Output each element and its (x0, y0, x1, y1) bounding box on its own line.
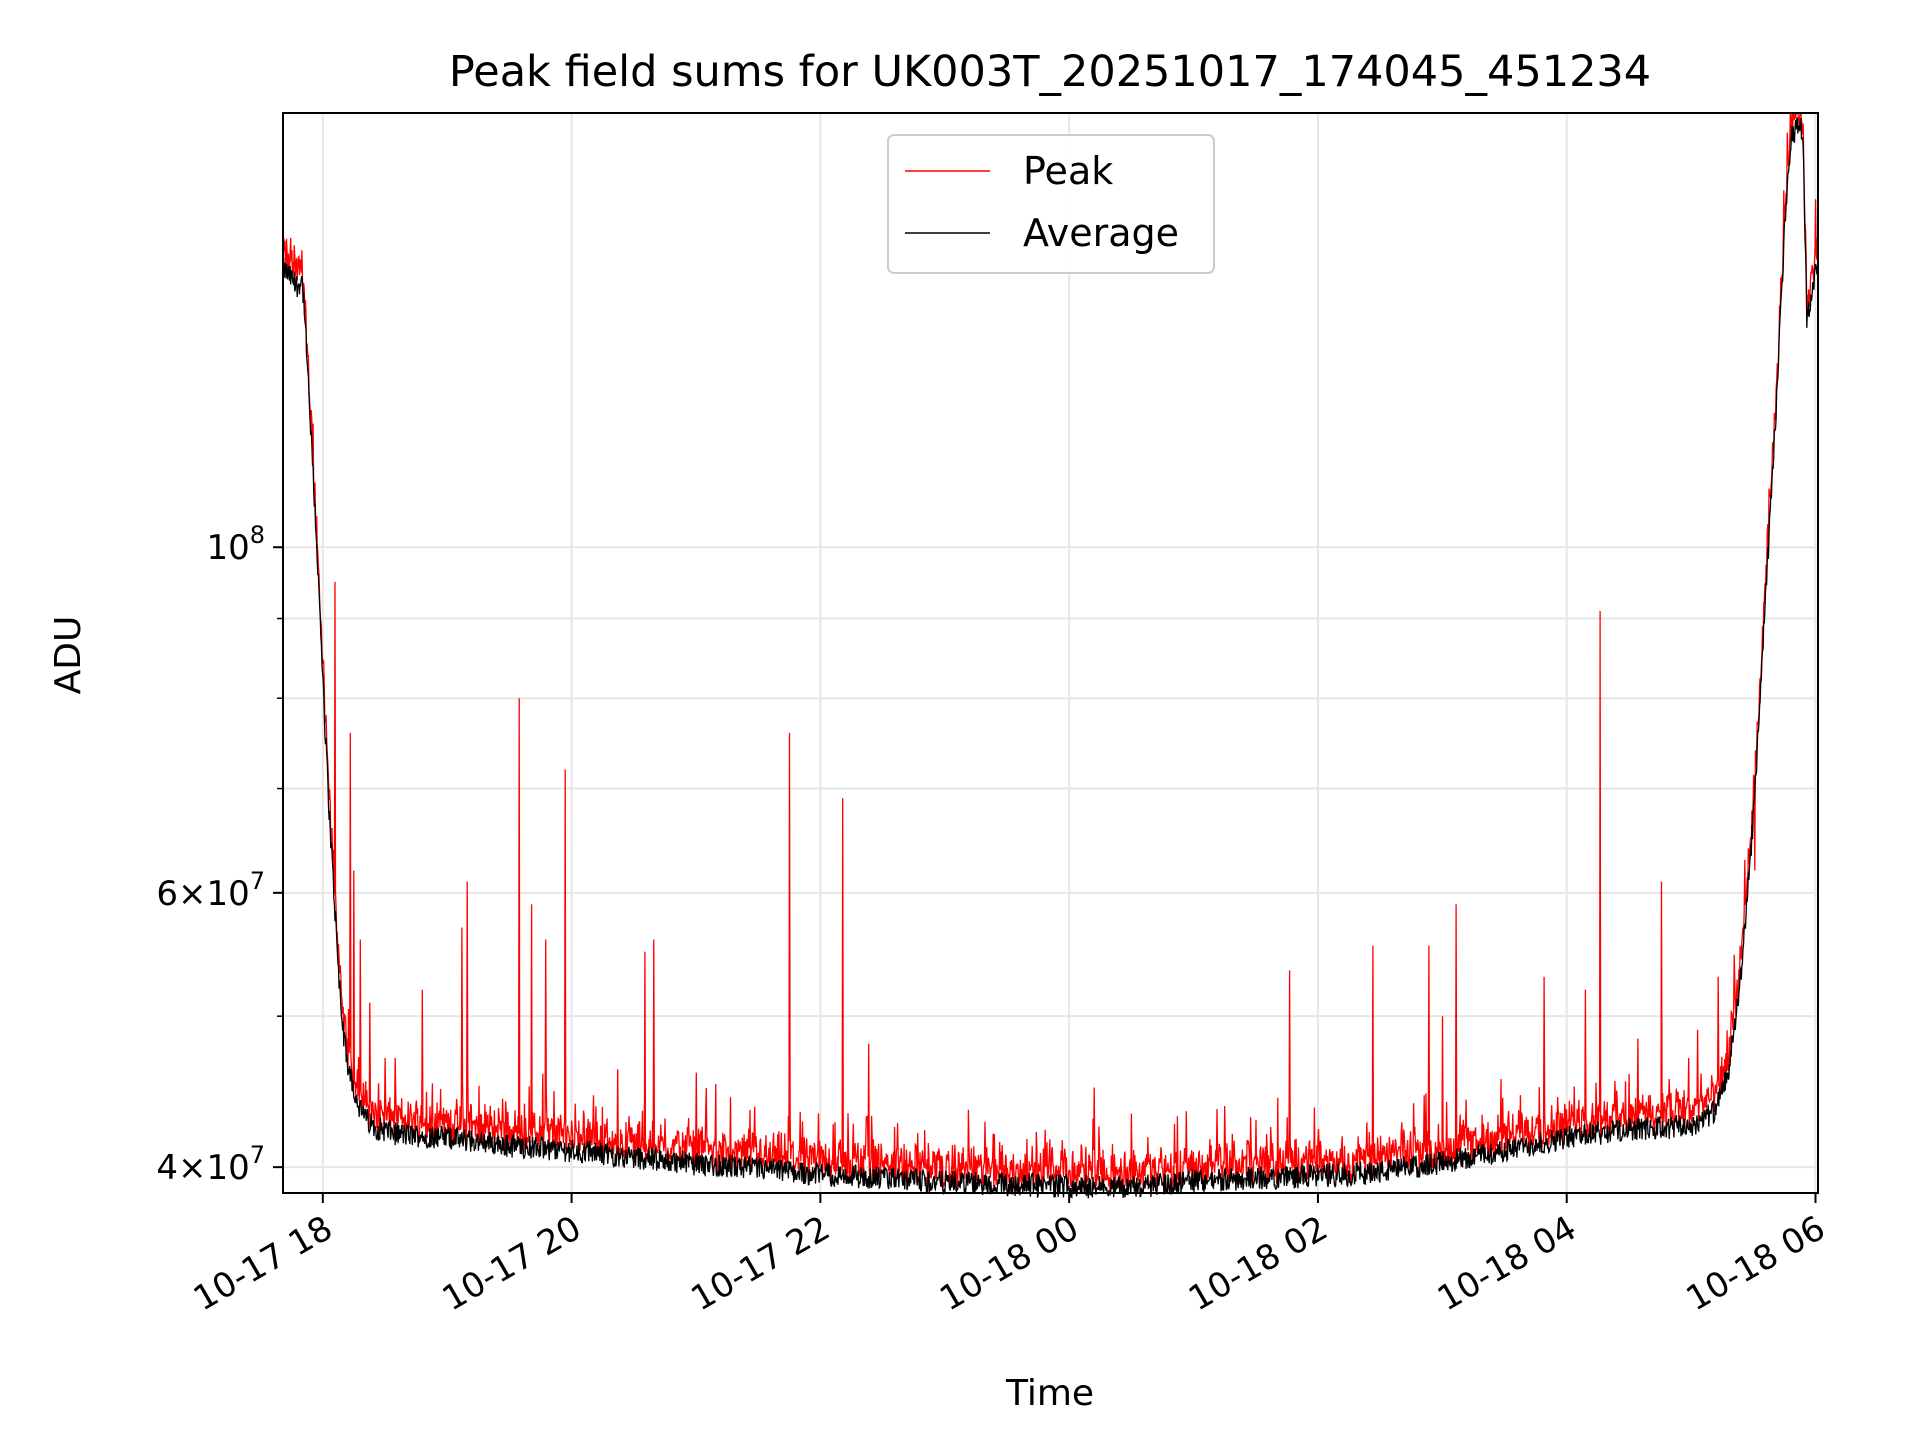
legend[interactable]: Peak Average (887, 134, 1215, 274)
x-tick-label: 10-18 00 (933, 1208, 1085, 1319)
chart-title: Peak field sums for UK003T_20251017_1740… (449, 47, 1651, 97)
x-tick-label: 10-17 18 (187, 1208, 339, 1319)
plot-frame (282, 112, 1819, 1194)
x-tick-label: 10-18 02 (1182, 1208, 1334, 1319)
x-tick-label: 10-17 20 (436, 1208, 588, 1319)
y-tick-label: 6×107 (156, 867, 265, 914)
series-layer (282, 112, 1819, 1199)
legend-average-label: Average (1023, 211, 1179, 255)
y-tick-label: 108 (206, 521, 265, 568)
x-axis-label: Time (1005, 1373, 1094, 1414)
x-tick-label: 10-18 06 (1680, 1208, 1832, 1319)
x-tick-label: 10-17 22 (684, 1208, 836, 1319)
y-axis-label: ADU (48, 616, 89, 695)
legend-peak-label: Peak (1023, 149, 1113, 193)
y-tick-label: 4×107 (156, 1141, 265, 1188)
series-average-line (282, 117, 1819, 1199)
grid (283, 113, 1818, 1193)
legend-box (887, 134, 1215, 274)
axis-ticks: 10-17 18 10-17 20 10-17 22 10-18 00 10-18 02… (156, 521, 1832, 1319)
x-tick-label: 10-18 04 (1431, 1208, 1583, 1319)
series-peak-line (282, 112, 1819, 1196)
